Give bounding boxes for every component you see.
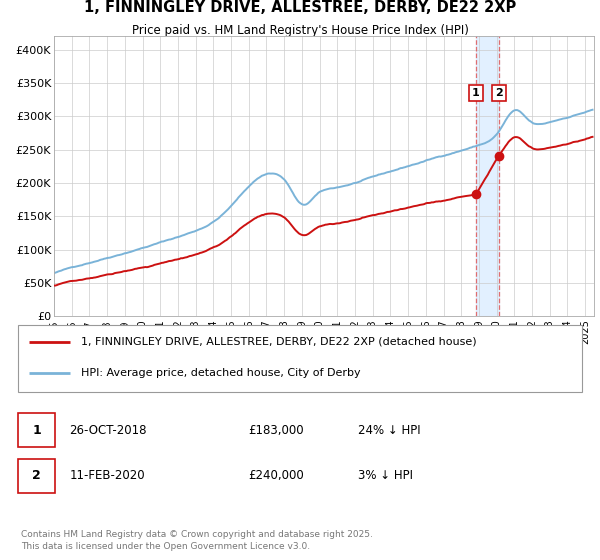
- FancyBboxPatch shape: [18, 459, 55, 493]
- Text: 24% ↓ HPI: 24% ↓ HPI: [358, 423, 420, 437]
- Text: 1: 1: [472, 88, 479, 98]
- Text: Price paid vs. HM Land Registry's House Price Index (HPI): Price paid vs. HM Land Registry's House …: [131, 25, 469, 38]
- Text: 2: 2: [494, 88, 502, 98]
- Text: HPI: Average price, detached house, City of Derby: HPI: Average price, detached house, City…: [81, 368, 361, 378]
- Text: 2: 2: [32, 469, 41, 482]
- Text: £183,000: £183,000: [248, 423, 304, 437]
- Text: Contains HM Land Registry data © Crown copyright and database right 2025.
This d: Contains HM Land Registry data © Crown c…: [20, 530, 373, 551]
- Text: £240,000: £240,000: [248, 469, 304, 482]
- Bar: [476, 36, 499, 316]
- Text: 26-OCT-2018: 26-OCT-2018: [70, 423, 147, 437]
- FancyBboxPatch shape: [18, 325, 582, 392]
- FancyBboxPatch shape: [18, 413, 55, 447]
- Text: 1: 1: [32, 423, 41, 437]
- Text: 11-FEB-2020: 11-FEB-2020: [70, 469, 145, 482]
- Text: 1, FINNINGLEY DRIVE, ALLESTREE, DERBY, DE22 2XP (detached house): 1, FINNINGLEY DRIVE, ALLESTREE, DERBY, D…: [81, 337, 477, 347]
- Text: 1, FINNINGLEY DRIVE, ALLESTREE, DERBY, DE22 2XP: 1, FINNINGLEY DRIVE, ALLESTREE, DERBY, D…: [84, 0, 516, 15]
- Text: 3% ↓ HPI: 3% ↓ HPI: [358, 469, 413, 482]
